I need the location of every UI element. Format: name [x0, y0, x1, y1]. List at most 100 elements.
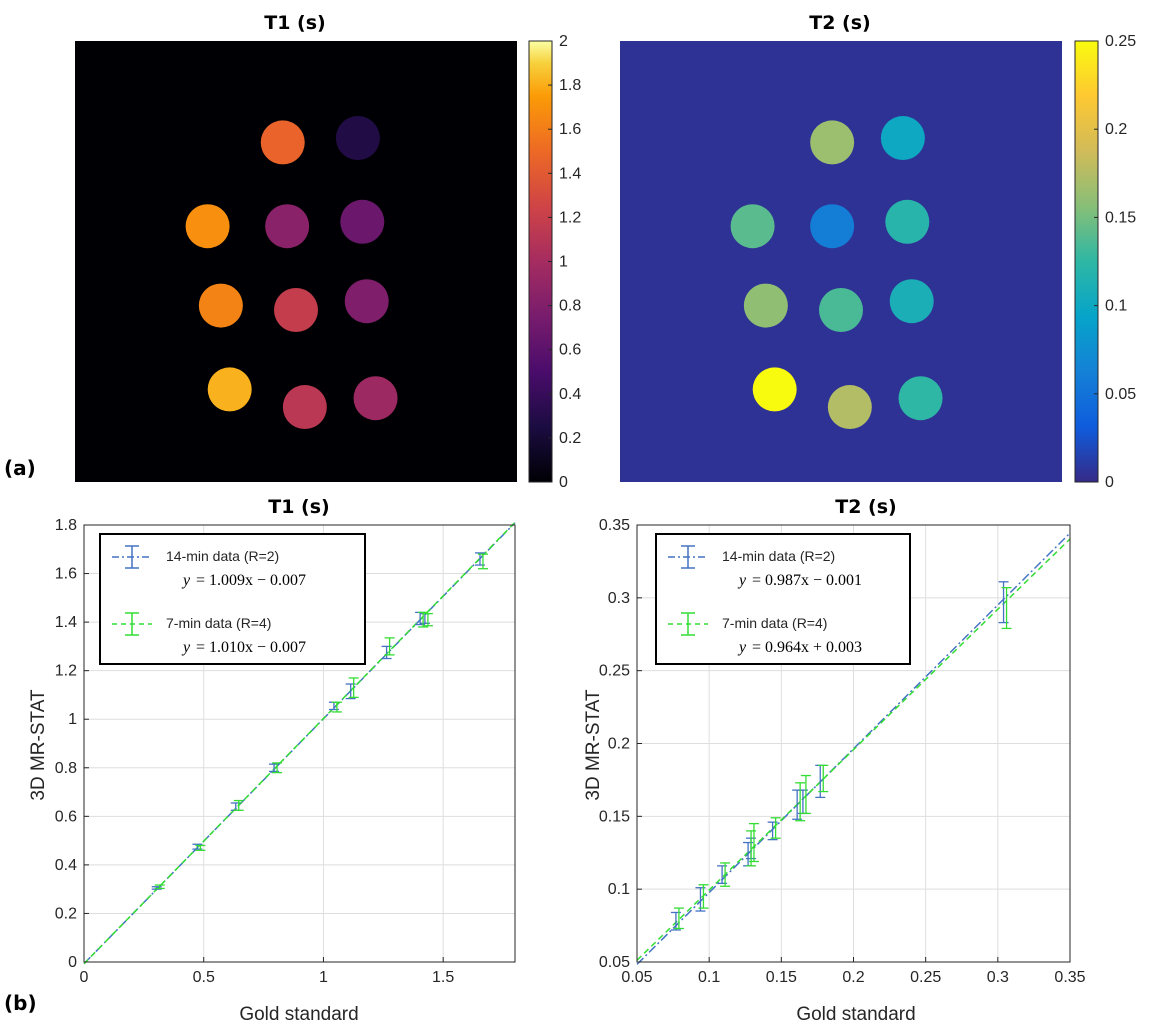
error-bar: [154, 884, 165, 890]
map-spot: [185, 204, 230, 249]
x-tick-label: 0.5: [193, 969, 215, 986]
t1-colorbar-ticks: 0 0.2 0.4 0.6 0.8 1 1.2 1.4 1.6 1.8 2: [548, 33, 581, 491]
y-tick-label: 0.3: [608, 590, 630, 607]
y-tick-label: 1: [68, 711, 77, 728]
x-tick-label: 0.25: [910, 969, 941, 986]
legend-marker-7min: [668, 612, 708, 636]
map-spot: [827, 385, 872, 430]
map-spot: [335, 116, 380, 161]
colorbar-tick-label: 1.4: [559, 165, 581, 182]
colorbar-tick-label: 1.8: [559, 77, 581, 94]
error-bar: [422, 612, 433, 627]
axes-box: [83, 524, 516, 963]
t2-scatter-plot: 0.05 0.1 0.15 0.2 0.25 0.3 0.35 0.05 0.1 0.15 0.2 0…: [599, 517, 1086, 986]
error-bar: [800, 774, 811, 815]
t2-y-axis-label: 3D MR-STAT: [583, 689, 604, 801]
error-bar: [818, 764, 829, 793]
map-spot: [810, 120, 855, 165]
error-bar: [1001, 586, 1012, 630]
y-tick-label: 0: [68, 954, 77, 971]
panel-label-a: (a): [4, 456, 36, 480]
t2-map-title: T2 (s): [809, 12, 870, 34]
colorbar-tick-label: 0.05: [1105, 386, 1136, 403]
error-bar: [795, 782, 806, 822]
t1-legend: 14-min data (R=2) y = 1.009x − 0.007 7-m…: [99, 533, 366, 665]
y-tick-label: 0.4: [55, 857, 77, 874]
colorbar-tick-label: 2: [559, 33, 568, 50]
y-tick-label: 1.2: [55, 663, 77, 680]
error-bar: [748, 822, 759, 863]
y-tick-label: 0.15: [599, 808, 630, 825]
colorbar-tick-label: 0.2: [559, 430, 581, 447]
colorbar-tick-label: 0: [559, 474, 568, 491]
error-bar: [272, 762, 283, 774]
legend-label-14min: 14-min data (R=2): [166, 548, 279, 564]
colorbar-tick-label: 0.4: [559, 386, 581, 403]
x-tick-label: 0.35: [1054, 969, 1085, 986]
y-tick-label: 0.35: [599, 517, 630, 534]
map-spot: [274, 288, 318, 333]
error-bar: [384, 637, 395, 656]
colorbar-tick-label: 0.15: [1105, 209, 1136, 226]
t2-map-spots: [730, 116, 943, 430]
t2-plot-title: T2 (s): [835, 496, 896, 518]
map-spot: [819, 288, 863, 333]
fit-line: [636, 538, 1071, 961]
x-tick-label: 1: [319, 969, 328, 986]
legend-eq-14min-lhs: y: [737, 572, 747, 589]
x-tick-label: 0.3: [987, 969, 1009, 986]
legend-eq-14min: = 0.987x − 0.001: [752, 572, 862, 589]
t1-x-axis-label: Gold standard: [239, 1004, 358, 1025]
error-bar: [477, 553, 488, 570]
t1-y-axis-label: 3D MR-STAT: [28, 689, 49, 801]
map-spot: [743, 283, 788, 328]
y-tick-label: 0.2: [608, 736, 630, 753]
map-spot: [353, 376, 398, 421]
map-spot: [260, 120, 305, 165]
error-bar: [673, 907, 684, 930]
error-bar: [348, 677, 359, 699]
map-spot: [282, 385, 327, 430]
x-tick-label: 0.2: [842, 969, 864, 986]
colorbar-tick-label: 1.6: [559, 121, 581, 138]
y-tick-label: 0.6: [55, 808, 77, 825]
colorbar-tick-label: 1.2: [559, 209, 581, 226]
legend-eq-7min: = 1.010x − 0.007: [196, 639, 306, 656]
x-tick-label: 0.1: [698, 969, 720, 986]
t2-colorbar: [1074, 40, 1099, 483]
y-tick-label: 1.8: [55, 517, 77, 534]
legend-marker-14min: [668, 545, 708, 569]
error-bar: [233, 799, 244, 811]
error-bar: [331, 701, 342, 713]
colorbar-tick-label: 0.6: [559, 342, 581, 359]
t2-legend: 14-min data (R=2) y = 0.987x − 0.001 7-m…: [655, 533, 911, 665]
map-spot: [885, 199, 930, 244]
map-spot: [344, 279, 389, 324]
legend-eq-14min: = 1.009x − 0.007: [196, 572, 306, 589]
legend-eq-7min: = 0.964x + 0.003: [752, 639, 862, 656]
colorbar-tick-label: 0.1: [1105, 298, 1127, 315]
x-tick-label: 0: [80, 969, 89, 986]
map-spot: [898, 376, 943, 421]
t2-colorbar-ticks: 0 0.05 0.1 0.15 0.2 0.25: [1094, 33, 1136, 491]
panel-label-b: (b): [4, 991, 37, 1015]
map-spot: [265, 204, 310, 249]
map-spot: [810, 204, 855, 249]
map-spot: [880, 116, 925, 161]
y-tick-label: 0.05: [599, 954, 630, 971]
colorbar-tick-label: 0: [1105, 474, 1114, 491]
legend-label-7min: 7-min data (R=4): [166, 615, 271, 631]
y-tick-label: 1.6: [55, 566, 77, 583]
t1-plot-title: T1 (s): [268, 496, 329, 518]
map-spot: [198, 283, 243, 328]
legend-eq-7min-lhs: y: [737, 639, 747, 656]
x-tick-label: 0.15: [766, 969, 797, 986]
legend-marker-7min: [112, 612, 152, 636]
error-bar: [195, 844, 206, 851]
error-bar: [418, 611, 429, 628]
colorbar-tick-label: 1: [559, 254, 568, 271]
y-tick-label: 1.4: [55, 614, 77, 631]
x-tick-label: 0.05: [621, 969, 652, 986]
map-spot: [730, 204, 775, 249]
